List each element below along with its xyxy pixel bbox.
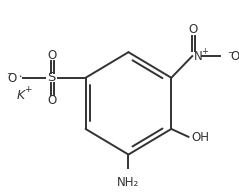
Text: O: O xyxy=(48,49,57,62)
Text: O: O xyxy=(230,50,239,63)
Text: OH: OH xyxy=(191,131,209,144)
Text: •: • xyxy=(18,74,22,79)
Text: O: O xyxy=(8,72,17,85)
Text: O: O xyxy=(48,94,57,107)
Text: −: − xyxy=(228,48,234,57)
Text: N: N xyxy=(194,50,203,63)
Text: +: + xyxy=(201,47,208,56)
Text: −: − xyxy=(6,69,13,78)
Text: NH₂: NH₂ xyxy=(117,176,140,189)
Text: +: + xyxy=(24,85,31,94)
Text: K: K xyxy=(16,89,24,102)
Text: O: O xyxy=(189,23,198,36)
Text: S: S xyxy=(47,71,55,84)
